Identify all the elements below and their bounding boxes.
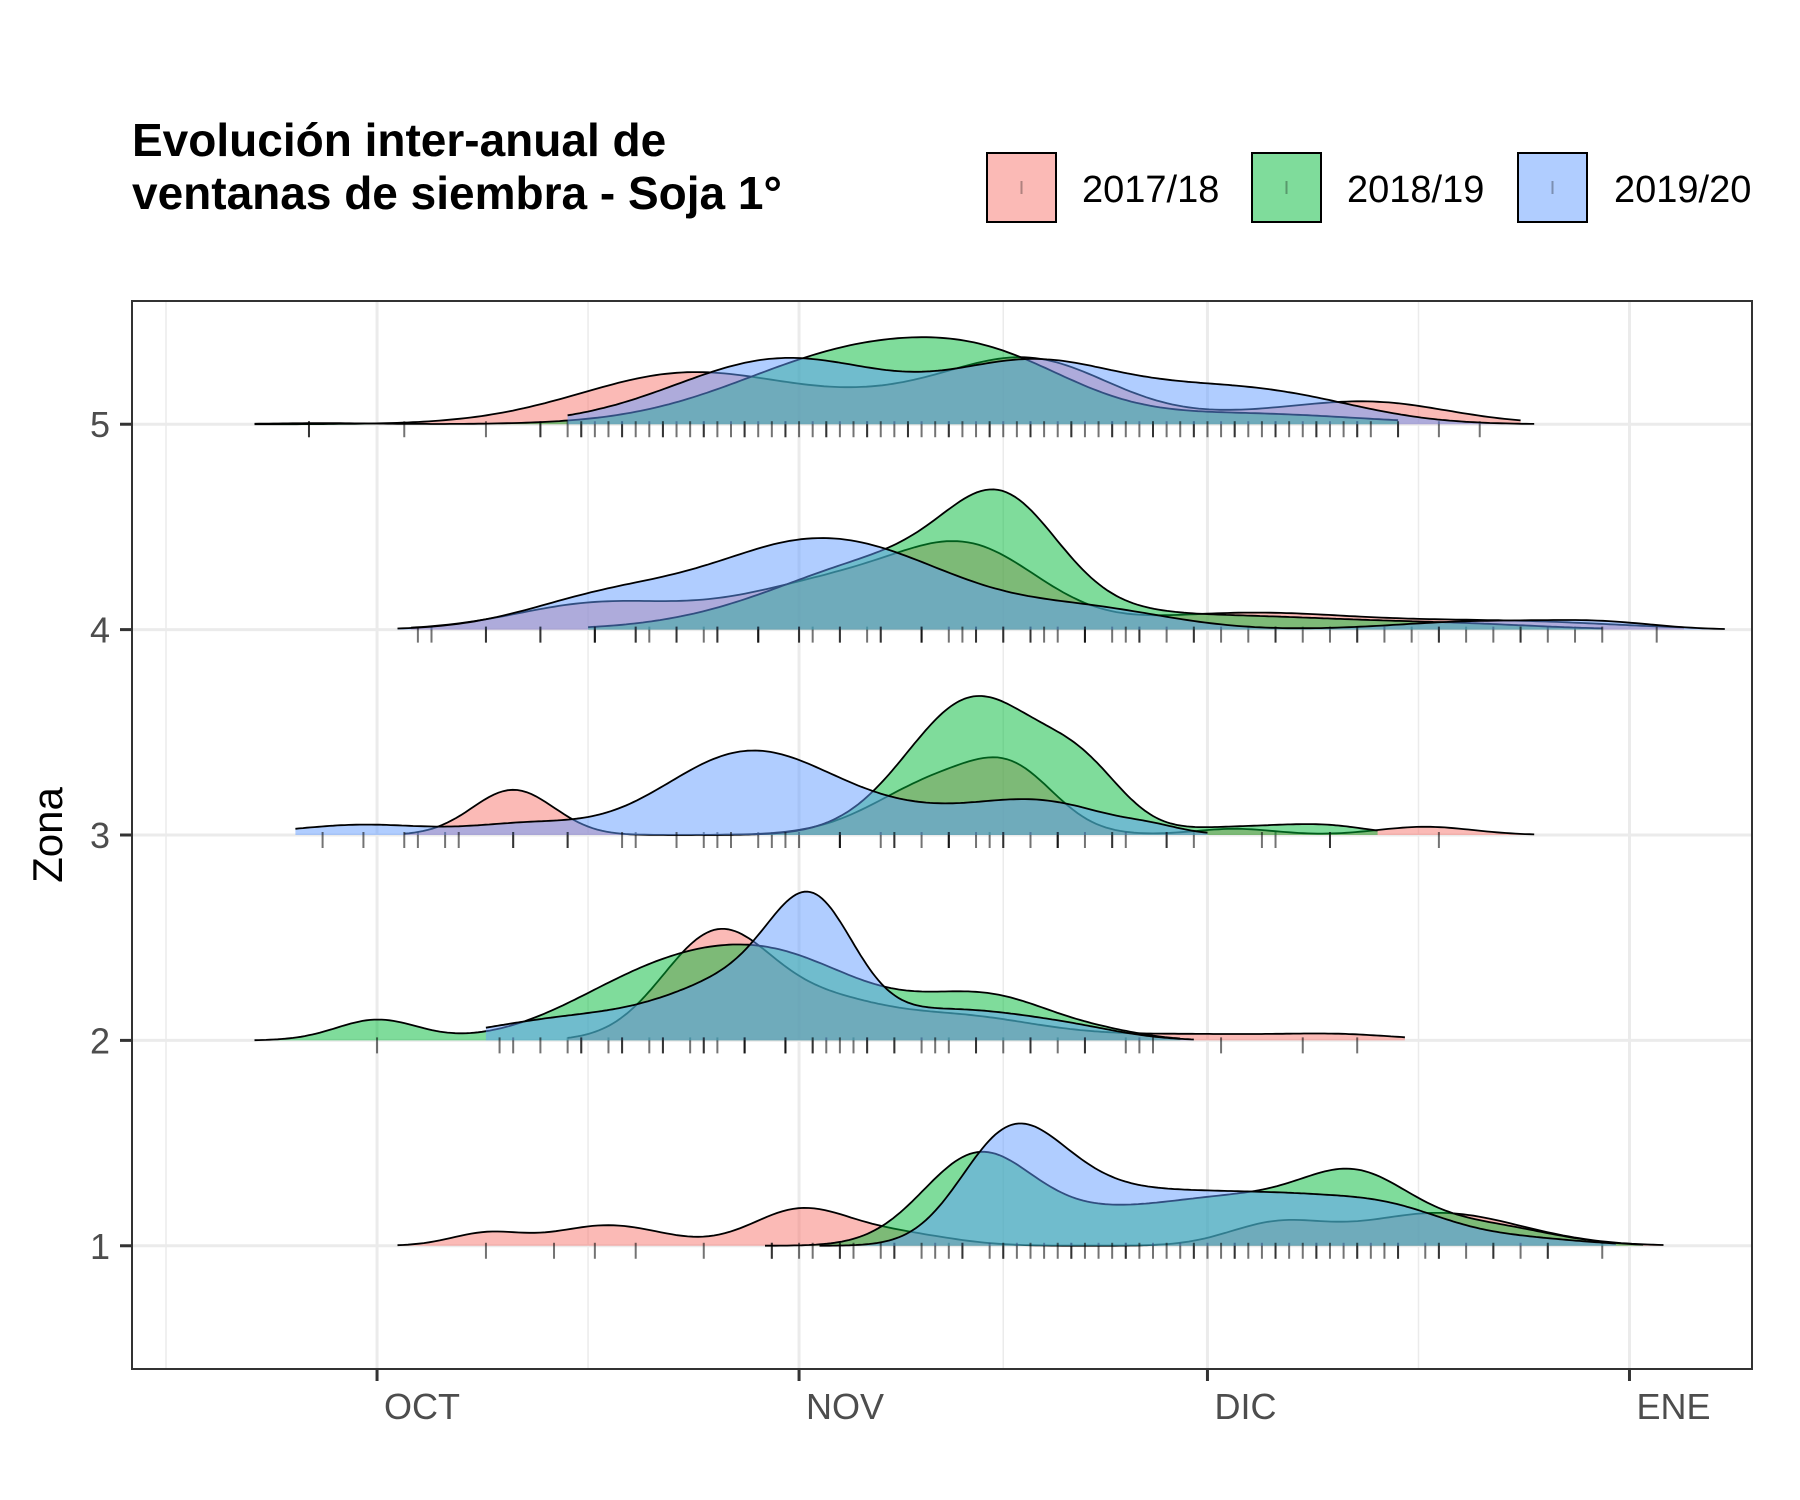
- rug-zone-4-2019-20: [416, 626, 1658, 643]
- legend: 2017/18 2018/19 2019/20: [986, 152, 1751, 223]
- legend-item-2017-18: 2017/18: [986, 152, 1219, 223]
- rug-zone-3-2019-20: [321, 832, 1168, 848]
- legend-item-2019-20: 2019/20: [1517, 152, 1751, 223]
- legend-label-2018-19: 2018/19: [1347, 169, 1484, 211]
- density-area-zone-5-2019-20: [567, 357, 1535, 425]
- x-tick-label: ENE: [1636, 1386, 1710, 1427]
- y-tick-label: 1: [90, 1226, 110, 1267]
- y-tick-label: 4: [90, 610, 110, 651]
- y-axis-title: Zona: [24, 786, 71, 882]
- density-ridges: [254, 336, 1725, 1259]
- density-area-zone-3-2019-20: [295, 750, 1208, 835]
- y-tick-label: 5: [90, 404, 110, 445]
- legend-key-2018-19: [1251, 152, 1322, 223]
- y-tick-label: 2: [90, 1020, 110, 1061]
- legend-label-2019-20: 2019/20: [1614, 169, 1751, 211]
- zone-4-ridges: [397, 488, 1725, 643]
- y-axis: 1 2 3 4 5: [90, 404, 132, 1267]
- rug-zone-2-2019-20: [498, 1037, 1155, 1054]
- density-line-zone-2-2019-20: [485, 890, 1194, 1041]
- rug-zone-1-2019-20: [838, 1242, 1549, 1259]
- density-area-zone-4-2019-20: [397, 538, 1725, 630]
- legend-key-2017-18: [986, 152, 1057, 223]
- x-axis: OCT NOV DIC ENE: [375, 1369, 1711, 1427]
- rug-zone-5-2019-20: [580, 421, 1400, 438]
- y-tick-label: 3: [90, 815, 110, 856]
- density-line-zone-4-2019-20: [397, 537, 1725, 630]
- zone-5-ridges: [254, 336, 1535, 438]
- legend-label-2017-18: 2017/18: [1082, 169, 1219, 211]
- zone-3-ridges: [295, 695, 1535, 848]
- title-line-2: ventanas de siembra - Soja 1°: [132, 167, 782, 219]
- x-tick-label: OCT: [384, 1386, 460, 1427]
- zone-1-ridges: [397, 1122, 1664, 1259]
- density-area-zone-1-2019-20: [819, 1123, 1616, 1246]
- title-line-1: Evolución inter-anual de: [132, 114, 666, 166]
- x-tick-label: NOV: [806, 1386, 884, 1427]
- zone-2-ridges: [254, 890, 1405, 1054]
- legend-item-2018-19: 2018/19: [1251, 152, 1484, 223]
- density-line-zone-3-2019-20: [295, 749, 1208, 834]
- density-line-zone-1-2019-20: [819, 1122, 1616, 1247]
- density-line-zone-2-2018-19: [254, 943, 1181, 1042]
- legend-key-2019-20: [1517, 152, 1588, 223]
- density-line-zone-5-2019-20: [567, 357, 1535, 425]
- density-area-zone-2-2019-20: [485, 891, 1194, 1041]
- x-tick-label: DIC: [1214, 1386, 1276, 1427]
- chart-title: Evolución inter-anual de ventanas de sie…: [132, 114, 782, 219]
